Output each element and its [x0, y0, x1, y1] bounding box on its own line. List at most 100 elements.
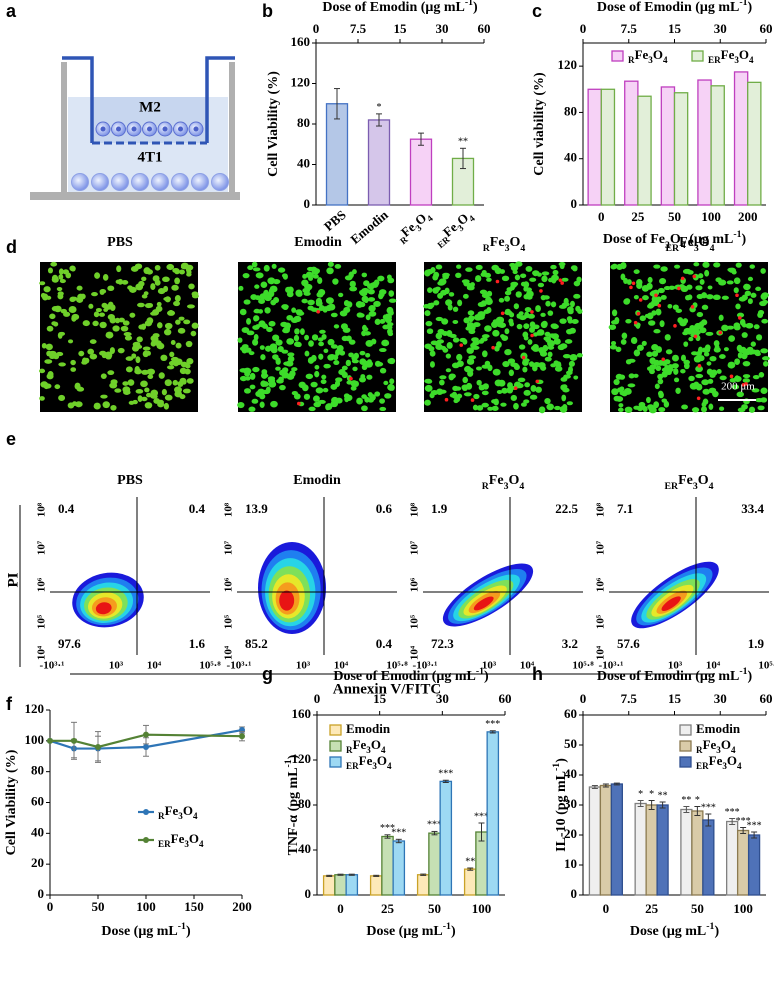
x-tick-label: 10³ — [482, 660, 497, 672]
cell — [701, 379, 710, 386]
cell — [107, 285, 115, 292]
cell — [89, 353, 98, 360]
cell — [703, 352, 710, 357]
cell — [673, 377, 680, 383]
cell — [259, 345, 265, 350]
y-tick-label: 10⁴ — [595, 645, 607, 660]
cell — [47, 267, 54, 274]
cell — [327, 261, 334, 267]
cell — [660, 294, 667, 300]
cell — [281, 349, 289, 354]
cell — [116, 126, 121, 132]
cell — [628, 373, 635, 379]
x-tick-label: 10⁵·⁸ — [199, 660, 221, 672]
cell — [657, 390, 664, 397]
cell — [444, 287, 450, 295]
cell — [114, 317, 121, 324]
cell — [696, 312, 704, 318]
well-wall — [61, 62, 235, 195]
cell — [509, 262, 516, 268]
cell — [466, 347, 474, 354]
legend-swatch — [679, 724, 692, 736]
cell — [99, 350, 107, 356]
cell — [111, 173, 129, 191]
cell — [627, 383, 636, 388]
dead-cell — [530, 333, 534, 338]
legend-label: ERFe3O4 — [346, 753, 392, 771]
y-tick-label: 30 — [564, 796, 577, 811]
cell — [305, 373, 314, 380]
cell — [633, 405, 640, 410]
cell — [76, 285, 83, 291]
quadrant-value: 3.2 — [562, 636, 578, 651]
dead-cell — [693, 334, 698, 339]
cell — [281, 304, 289, 310]
y-axis-label: IL-10 (pg mL-1) — [551, 758, 569, 852]
dead-cell — [657, 303, 662, 308]
cell — [150, 394, 158, 399]
cell — [476, 405, 484, 411]
cell — [302, 384, 309, 392]
cell — [664, 334, 671, 341]
cell — [95, 308, 102, 313]
cell — [546, 403, 555, 411]
cell — [109, 382, 118, 389]
cell — [330, 344, 338, 349]
top-tick-label: 60 — [760, 691, 773, 706]
x-tick-label: 10⁵·⁸ — [572, 660, 594, 672]
cell — [74, 382, 81, 390]
x-tick-label: 200 — [232, 899, 252, 914]
cell — [504, 295, 511, 302]
bar — [726, 820, 739, 896]
quadrant-value: 0.6 — [376, 501, 393, 516]
cell — [472, 404, 478, 411]
cell — [330, 383, 338, 390]
cell — [611, 263, 618, 269]
cell — [59, 279, 66, 284]
dead-cell — [513, 386, 518, 391]
cell — [67, 339, 74, 344]
cells — [71, 121, 229, 191]
y-axis-label: Cell viability (%) — [532, 72, 547, 176]
dead-cell — [560, 281, 564, 285]
cell — [695, 285, 703, 291]
cell — [303, 393, 311, 400]
cell — [561, 394, 567, 402]
bar — [392, 840, 406, 896]
cell — [426, 302, 434, 310]
cell — [756, 334, 763, 341]
cell — [610, 320, 619, 325]
cell — [286, 338, 295, 345]
cell — [457, 299, 463, 307]
cell — [688, 336, 694, 342]
cell — [186, 304, 195, 309]
cell — [39, 281, 46, 286]
cell — [49, 313, 56, 320]
cell — [259, 293, 267, 301]
cell — [750, 292, 757, 298]
cell — [609, 344, 618, 350]
cell — [270, 346, 278, 354]
cell — [185, 340, 193, 348]
cell — [520, 273, 527, 279]
legend-swatch — [329, 740, 342, 752]
cell — [757, 312, 764, 318]
x-tick-label: 100 — [733, 901, 753, 916]
top-tick-label: 30 — [714, 21, 727, 36]
x-tick-label: ERFe3O4 — [430, 207, 477, 250]
cell — [58, 331, 66, 336]
cell — [117, 347, 125, 354]
cell — [683, 362, 690, 370]
cell — [481, 269, 487, 275]
cell — [127, 379, 135, 386]
cell — [285, 286, 292, 293]
cell — [146, 392, 152, 398]
dead-cell — [633, 320, 638, 325]
cell — [718, 314, 724, 321]
cell — [361, 394, 367, 399]
cell — [691, 407, 700, 413]
cell — [523, 335, 529, 341]
dead-cell — [535, 379, 540, 384]
cell — [653, 359, 660, 366]
